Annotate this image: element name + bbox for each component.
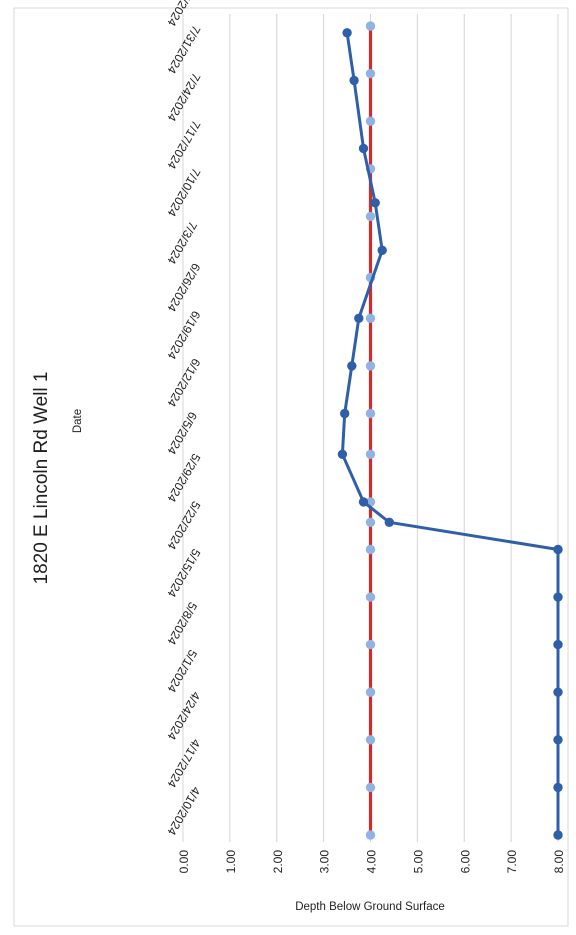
data-point bbox=[365, 592, 376, 602]
value-tick-label: 8.00 bbox=[552, 850, 566, 874]
data-point bbox=[365, 687, 376, 697]
data-point bbox=[553, 544, 563, 555]
data-point bbox=[553, 687, 563, 697]
data-point bbox=[365, 782, 376, 793]
data-point bbox=[384, 517, 394, 527]
data-point bbox=[365, 735, 376, 745]
data-point bbox=[365, 361, 376, 371]
value-tick-label: 1.00 bbox=[224, 850, 238, 874]
data-point bbox=[337, 449, 348, 459]
data-point bbox=[370, 198, 380, 208]
data-point bbox=[347, 361, 357, 371]
data-point bbox=[365, 116, 376, 126]
value-axis-ticks: 0.00 1.00 2.00 3.00 4.00 5.00 6.00 7.00 8.00 bbox=[177, 850, 566, 874]
data-point bbox=[365, 544, 376, 555]
data-point bbox=[553, 639, 563, 650]
data-point bbox=[553, 782, 563, 793]
data-point bbox=[358, 143, 369, 154]
data-point bbox=[365, 68, 376, 79]
series-line bbox=[340, 31, 560, 837]
value-tick-label: 7.00 bbox=[505, 850, 519, 874]
chart-frame bbox=[13, 7, 569, 927]
data-point bbox=[340, 408, 350, 419]
data-point bbox=[377, 245, 387, 256]
value-tick-label: 6.00 bbox=[458, 850, 472, 874]
value-tick-label: 5.00 bbox=[411, 850, 425, 874]
data-point bbox=[358, 497, 369, 507]
data-point bbox=[349, 75, 359, 86]
value-tick-label: 3.00 bbox=[318, 850, 332, 874]
series-layer bbox=[337, 21, 563, 840]
value-tick-label: 0.00 bbox=[177, 850, 191, 874]
y-axis-title: Depth Below Ground Surface bbox=[295, 901, 445, 913]
value-tick-label: 4.00 bbox=[365, 850, 379, 874]
data-point bbox=[365, 449, 376, 459]
data-point bbox=[365, 830, 376, 840]
data-point bbox=[553, 592, 563, 602]
data-point bbox=[553, 830, 563, 840]
data-point bbox=[365, 408, 376, 419]
data-point bbox=[365, 313, 376, 323]
data-point bbox=[365, 639, 376, 650]
data-point bbox=[553, 735, 563, 745]
data-point bbox=[342, 28, 352, 38]
chart-title: 1820 E Lincoln Rd Well 1 bbox=[31, 372, 52, 585]
data-point bbox=[354, 313, 364, 323]
data-point bbox=[365, 211, 376, 222]
data-point bbox=[365, 21, 376, 31]
x-axis-title: Date bbox=[72, 409, 84, 433]
data-point bbox=[365, 517, 376, 527]
value-tick-label: 2.00 bbox=[271, 850, 285, 874]
